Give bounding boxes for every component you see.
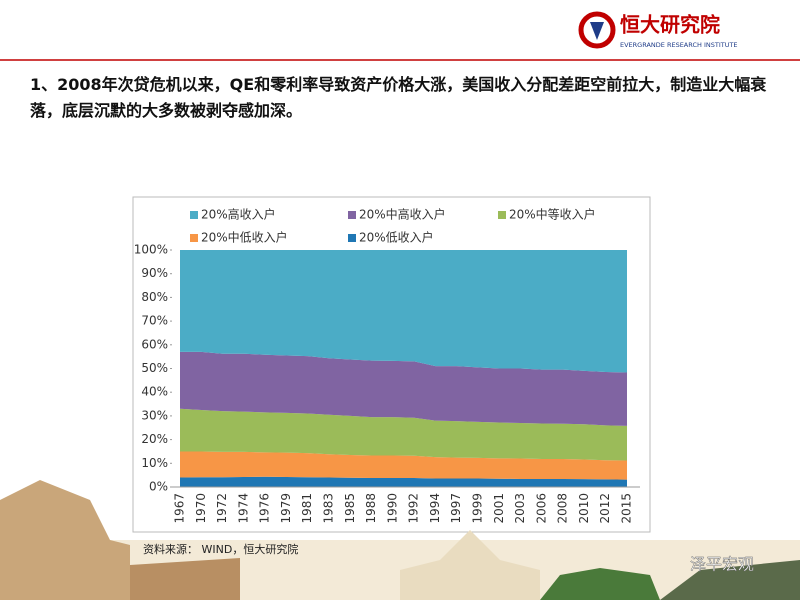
x-tick-label: 1997 <box>449 493 463 524</box>
legend-swatch <box>190 234 198 242</box>
y-tick-label: 0% <box>149 480 168 494</box>
logo-subtext: EVERGRANDE RESEARCH INSTITUTE <box>620 41 738 49</box>
trees-right <box>660 560 800 600</box>
watermark: 泽平宏观 <box>690 555 754 574</box>
x-tick-label: 1985 <box>343 493 357 524</box>
logo-text: 恒大研究院 <box>620 13 720 37</box>
slide-title: 1、2008年次贷危机以来，QE和零利率导致资产价格大涨，美国收入分配差距空前拉… <box>30 75 767 120</box>
x-tick-label: 2008 <box>556 493 570 524</box>
area <box>180 351 627 426</box>
legend-swatch <box>498 211 506 219</box>
x-tick-label: 2003 <box>513 493 527 524</box>
x-tick-label: 1976 <box>258 493 272 524</box>
footer-scenery <box>0 480 800 600</box>
y-tick-label: 20% <box>141 432 168 446</box>
x-tick-label: 1990 <box>385 493 399 524</box>
y-tick-label: 60% <box>141 337 168 351</box>
x-tick-label: 1999 <box>471 493 485 524</box>
logo-icon <box>578 11 616 49</box>
x-tick-label: 1992 <box>407 493 421 524</box>
y-tick-label: 30% <box>141 408 168 422</box>
x-tick-label: 2001 <box>492 493 506 524</box>
x-tick-label: 1994 <box>428 493 442 524</box>
area <box>180 451 627 480</box>
y-tick-label: 40% <box>141 385 168 399</box>
area <box>180 476 627 487</box>
building-left2 <box>130 558 240 600</box>
source-note: 资料来源： WIND，恒大研究院 <box>143 542 298 556</box>
x-tick-label: 1979 <box>279 493 293 524</box>
header-bg <box>0 0 800 62</box>
y-tick-label: 90% <box>141 266 168 280</box>
legend-label: 20%中等收入户 <box>509 207 596 222</box>
y-tick-label: 10% <box>141 456 168 470</box>
x-tick-label: 1974 <box>236 493 250 524</box>
y-tick-label: 50% <box>141 361 168 375</box>
x-tick-label: 1967 <box>173 493 187 524</box>
y-tick-label: 70% <box>141 314 168 328</box>
legend-label: 20%低收入户 <box>359 230 434 245</box>
legend-label: 20%中高收入户 <box>359 207 446 222</box>
x-tick-label: 2012 <box>598 493 612 524</box>
building-left <box>0 480 130 600</box>
logo-mark <box>590 22 604 40</box>
x-tick-label: 1981 <box>300 493 314 524</box>
y-tick-label: 100% <box>134 243 168 257</box>
legend-swatch <box>190 211 198 219</box>
legend-swatch <box>348 211 356 219</box>
x-tick-label: 1972 <box>215 493 229 524</box>
area <box>180 250 627 373</box>
x-tick-label: 2010 <box>577 493 591 524</box>
legend-swatch <box>348 234 356 242</box>
area <box>180 408 627 461</box>
x-tick-label: 1983 <box>322 493 336 524</box>
x-tick-label: 1970 <box>194 493 208 524</box>
legend-label: 20%中低收入户 <box>201 230 288 245</box>
legend-label: 20%高收入户 <box>201 207 276 222</box>
x-tick-label: 2015 <box>620 493 634 524</box>
trees <box>540 568 660 600</box>
y-tick-label: 80% <box>141 290 168 304</box>
x-tick-label: 1988 <box>364 493 378 524</box>
capitol <box>400 530 540 600</box>
x-tick-label: 2006 <box>534 493 548 524</box>
